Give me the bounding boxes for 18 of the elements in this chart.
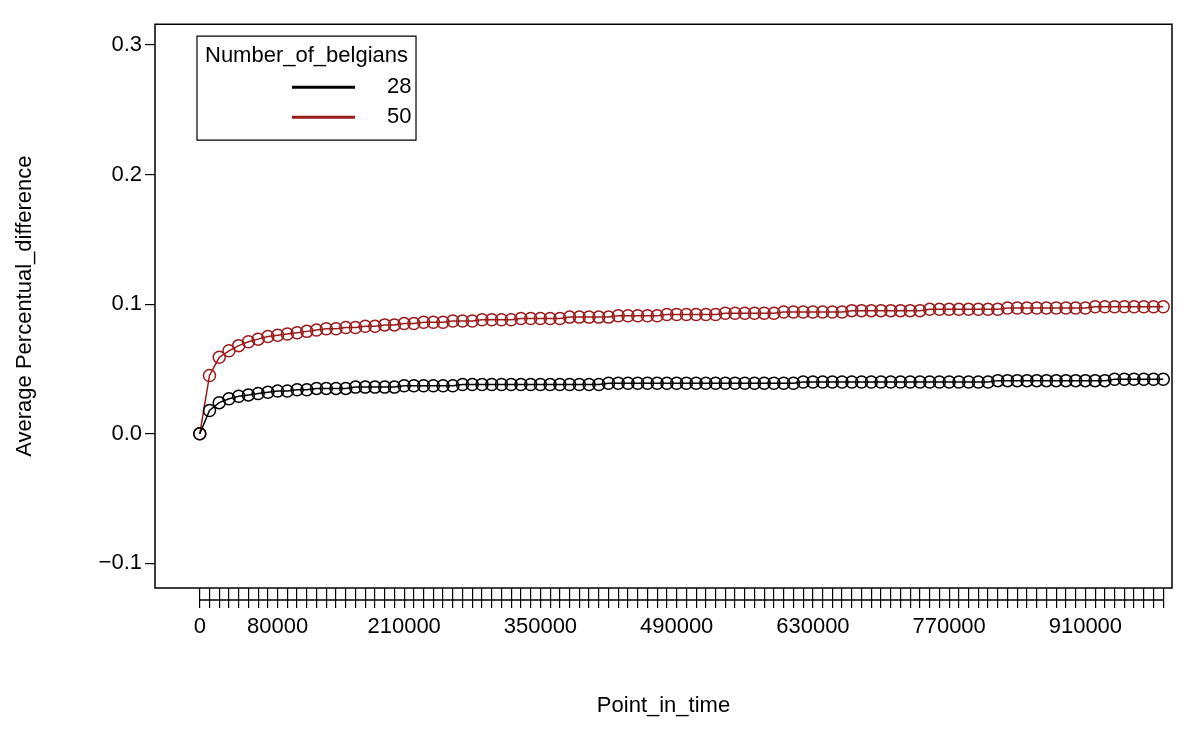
x-tick-label: 770000 bbox=[912, 613, 986, 639]
y-tick-label: 0.1 bbox=[111, 290, 142, 316]
x-tick-label: 910000 bbox=[1048, 613, 1123, 639]
x-axis-title: Point_in_time bbox=[596, 691, 731, 717]
y-axis-title: Average Percentual_difference bbox=[11, 155, 37, 457]
y-tick-label: 0.3 bbox=[111, 31, 142, 56]
legend-title: Number_of_belgians bbox=[205, 42, 409, 68]
x-tick-label: 630000 bbox=[776, 613, 850, 639]
y-tick-label: −0.1 bbox=[98, 549, 142, 575]
y-tick-label: 0.0 bbox=[111, 419, 142, 445]
legend-label: 50 bbox=[387, 103, 412, 129]
x-tick-label: 0 bbox=[193, 613, 206, 639]
y-tick-label: 0.2 bbox=[111, 160, 142, 186]
x-tick-label: 490000 bbox=[639, 613, 714, 639]
x-tick-label: 80000 bbox=[247, 613, 309, 639]
x-tick-label: 210000 bbox=[367, 613, 441, 639]
legend-label: 28 bbox=[387, 73, 412, 99]
x-tick-label: 350000 bbox=[503, 613, 578, 639]
